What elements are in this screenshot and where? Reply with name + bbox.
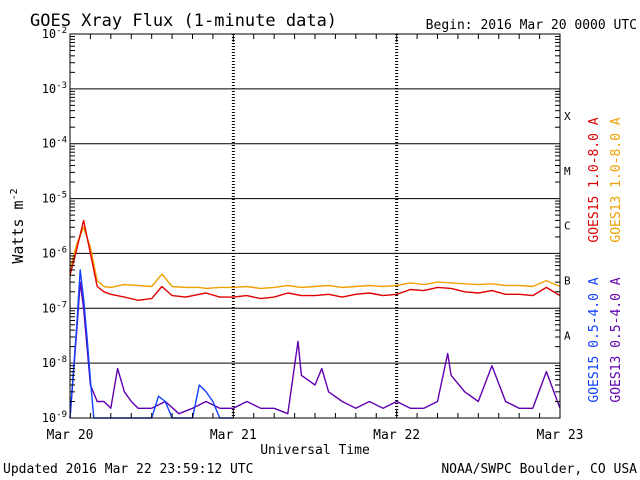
y-tick-exponent: -4 (56, 136, 67, 146)
x-tick-label: Mar 21 (210, 428, 257, 443)
chart-title: GOES Xray Flux (1-minute data) (30, 11, 337, 31)
y-tick-exponent: -5 (56, 191, 67, 201)
legend-entry: GOES13 0.5-4.0 A (609, 277, 624, 402)
y-tick-base: 10 (42, 301, 56, 315)
x-axis-label: Universal Time (260, 443, 370, 458)
y-tick-label: 10-4 (42, 136, 67, 151)
y-tick-label: 10-3 (42, 81, 67, 96)
y-tick-base: 10 (42, 411, 56, 425)
legend-entry: GOES15 1.0-8.0 A (587, 117, 602, 242)
y-tick-exponent: -9 (56, 410, 67, 420)
y-tick-label: 10-2 (42, 26, 67, 41)
y-tick-exponent: -6 (56, 245, 67, 255)
flare-class-label: M (564, 165, 571, 178)
series-line (69, 219, 561, 301)
y-tick-base: 10 (42, 192, 56, 206)
y-tick-exponent: -2 (56, 26, 67, 36)
y-tick-label: 10-7 (42, 300, 67, 315)
y-tick-base: 10 (42, 246, 56, 260)
flare-class-label: B (564, 275, 571, 288)
x-tick-label: Mar 22 (373, 428, 420, 443)
y-axis-label: Watts m-2 (9, 188, 27, 263)
legend: GOES15 1.0-8.0 A GOES13 1.0-8.0 A GOES15 0… (587, 117, 624, 402)
y-axis-label-exponent: -2 (9, 188, 20, 200)
y-tick-exponent: -8 (56, 355, 67, 365)
series-line (69, 226, 561, 290)
flare-class-label: X (564, 110, 571, 123)
y-tick-exponent: -7 (56, 300, 67, 310)
y-tick-base: 10 (42, 82, 56, 96)
legend-entry: GOES13 1.0-8.0 A (609, 117, 624, 242)
y-tick-label: 10-5 (42, 191, 67, 206)
day-divider-lines (231, 34, 399, 418)
flare-class-labels: X M C B A (564, 110, 571, 342)
y-tick-label: 10-6 (42, 245, 67, 260)
y-tick-base: 10 (42, 356, 56, 370)
begin-label: Begin: 2016 Mar 20 0000 UTC (426, 18, 637, 33)
legend-entry: GOES15 0.5-4.0 A (587, 277, 602, 402)
y-axis-label-text: Watts m (9, 200, 27, 263)
y-tick-exponent: -3 (56, 81, 67, 91)
plot-background (70, 34, 560, 418)
x-tick-labels: Mar 20 Mar 21 Mar 22 Mar 23 (47, 428, 584, 443)
axis-ticks (69, 34, 561, 418)
credit-label: NOAA/SWPC Boulder, CO USA (441, 462, 637, 477)
grid-lines (70, 88, 560, 364)
flare-class-label: C (564, 220, 571, 233)
flare-class-label: A (564, 329, 571, 342)
y-tick-label: 10-8 (42, 355, 67, 370)
y-tick-base: 10 (42, 27, 56, 41)
x-tick-label: Mar 20 (47, 428, 94, 443)
y-tick-base: 10 (42, 137, 56, 151)
x-tick-label: Mar 23 (537, 428, 584, 443)
y-tick-labels: 10-210-310-410-510-610-710-810-9 (42, 26, 67, 425)
series-line (69, 281, 561, 419)
y-tick-label: 10-9 (42, 410, 67, 425)
updated-timestamp: Updated 2016 Mar 22 23:59:12 UTC (3, 462, 253, 477)
